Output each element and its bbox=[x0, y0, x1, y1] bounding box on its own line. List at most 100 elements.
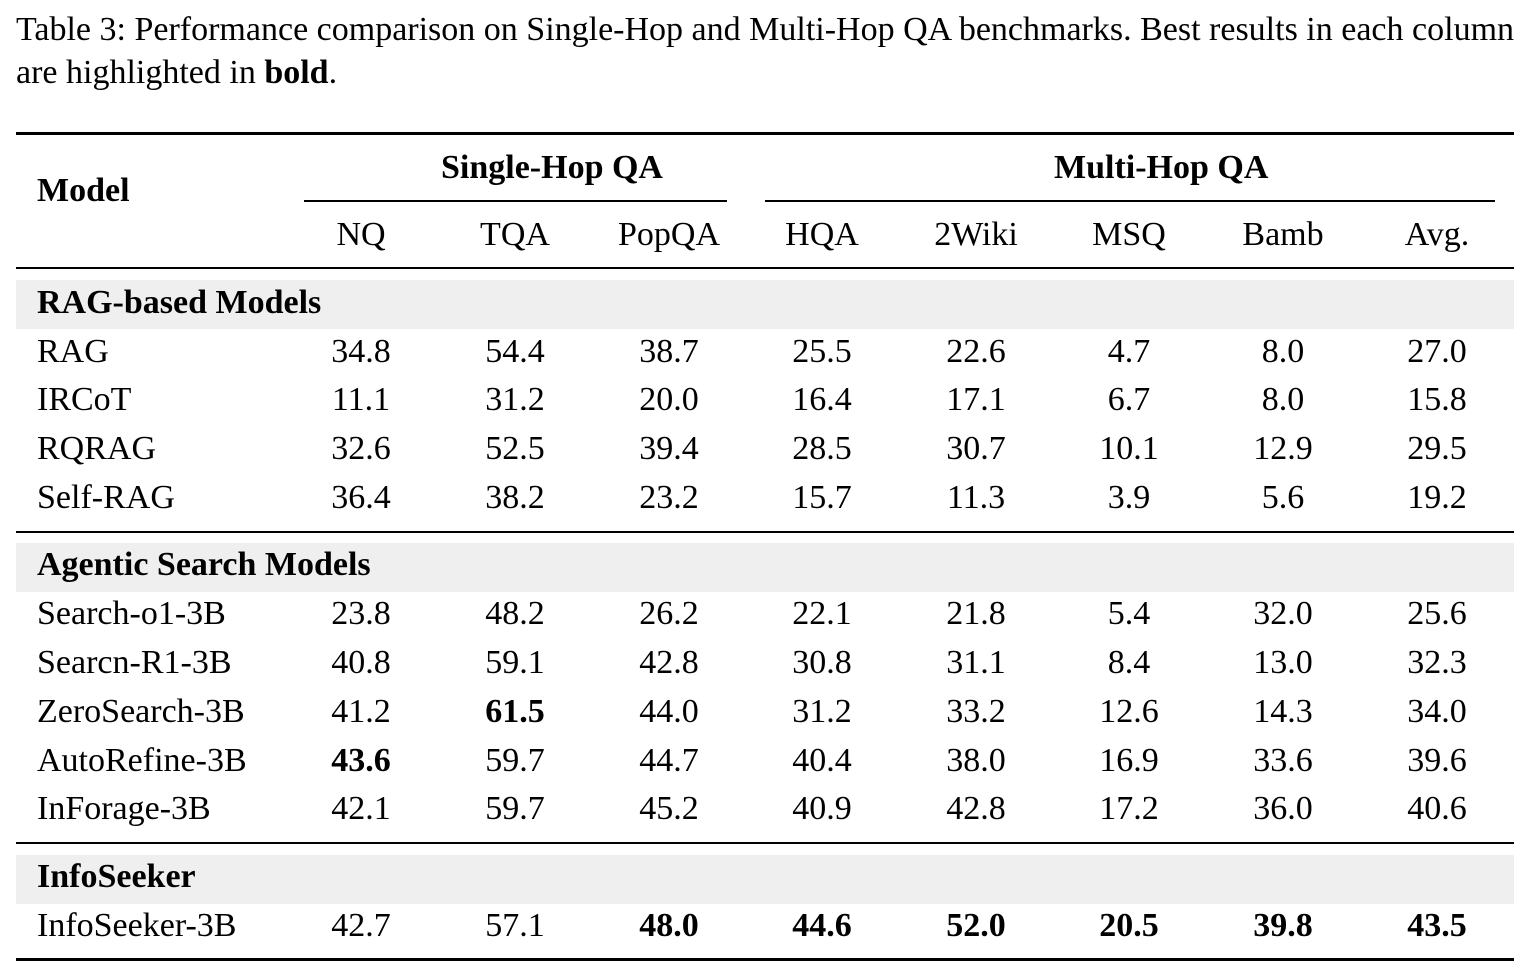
column-header: HQA bbox=[785, 216, 859, 253]
value-cell: 38.2 bbox=[485, 479, 545, 516]
value-cell: 25.5 bbox=[792, 333, 852, 370]
value-cell: 48.2 bbox=[485, 595, 545, 632]
value-cell: 39.4 bbox=[639, 430, 699, 467]
value-cell: 16.9 bbox=[1099, 742, 1159, 779]
value-cell: 25.6 bbox=[1407, 595, 1467, 632]
value-cell: 33.6 bbox=[1253, 742, 1313, 779]
value-cell: 30.8 bbox=[792, 644, 852, 681]
group-separator-rule bbox=[16, 531, 1514, 533]
value-cell: 27.0 bbox=[1407, 333, 1467, 370]
caption-suffix: . bbox=[328, 54, 338, 91]
value-cell: 32.6 bbox=[331, 430, 391, 467]
value-cell: 8.0 bbox=[1261, 381, 1305, 418]
value-cell: 40.8 bbox=[331, 644, 391, 681]
group-title: InfoSeeker bbox=[37, 858, 196, 895]
value-cell: 38.0 bbox=[946, 742, 1006, 779]
multi-hop-header: Multi-Hop QA bbox=[1054, 149, 1269, 186]
value-cell: 40.6 bbox=[1407, 790, 1467, 827]
value-cell: 5.4 bbox=[1107, 595, 1151, 632]
bottom-rule bbox=[16, 958, 1514, 961]
value-cell: 40.4 bbox=[792, 742, 852, 779]
value-cell: 31.1 bbox=[946, 644, 1006, 681]
model-name-cell: InfoSeeker-3B bbox=[37, 907, 237, 944]
value-cell: 52.0 bbox=[946, 907, 1006, 944]
value-cell: 17.2 bbox=[1099, 790, 1159, 827]
value-cell: 39.6 bbox=[1407, 742, 1467, 779]
value-cell: 11.3 bbox=[946, 479, 1006, 516]
value-cell: 59.7 bbox=[485, 742, 545, 779]
column-header: Bamb bbox=[1242, 216, 1324, 253]
value-cell: 20.5 bbox=[1099, 907, 1159, 944]
group-title: Agentic Search Models bbox=[37, 546, 371, 583]
column-header: NQ bbox=[336, 216, 386, 253]
value-cell: 15.7 bbox=[792, 479, 852, 516]
value-cell: 4.7 bbox=[1107, 333, 1151, 370]
header-rule bbox=[16, 267, 1514, 269]
model-name-cell: RQRAG bbox=[37, 430, 157, 467]
value-cell: 12.9 bbox=[1253, 430, 1313, 467]
value-cell: 32.3 bbox=[1407, 644, 1467, 681]
value-cell: 54.4 bbox=[485, 333, 545, 370]
value-cell: 41.2 bbox=[331, 693, 391, 730]
value-cell: 59.7 bbox=[485, 790, 545, 827]
value-cell: 12.6 bbox=[1099, 693, 1159, 730]
model-name-cell: InForage-3B bbox=[37, 790, 211, 827]
value-cell: 42.7 bbox=[331, 907, 391, 944]
value-cell: 28.5 bbox=[792, 430, 852, 467]
value-cell: 32.0 bbox=[1253, 595, 1313, 632]
value-cell: 42.8 bbox=[946, 790, 1006, 827]
caption-bold-word: bold bbox=[264, 54, 329, 91]
model-name-cell: IRCoT bbox=[37, 381, 132, 418]
value-cell: 33.2 bbox=[946, 693, 1006, 730]
column-header: Avg. bbox=[1404, 216, 1470, 253]
value-cell: 44.6 bbox=[792, 907, 852, 944]
value-cell: 22.6 bbox=[946, 333, 1006, 370]
value-cell: 31.2 bbox=[792, 693, 852, 730]
value-cell: 29.5 bbox=[1407, 430, 1467, 467]
value-cell: 19.2 bbox=[1407, 479, 1467, 516]
value-cell: 6.7 bbox=[1107, 381, 1151, 418]
value-cell: 8.4 bbox=[1107, 644, 1151, 681]
column-header: MSQ bbox=[1092, 216, 1166, 253]
value-cell: 30.7 bbox=[946, 430, 1006, 467]
value-cell: 26.2 bbox=[639, 595, 699, 632]
value-cell: 17.1 bbox=[946, 381, 1006, 418]
column-header: PopQA bbox=[617, 216, 721, 253]
group-title: RAG-based Models bbox=[37, 284, 322, 321]
value-cell: 39.8 bbox=[1253, 907, 1313, 944]
value-cell: 43.6 bbox=[331, 742, 391, 779]
column-header: TQA bbox=[480, 216, 550, 253]
value-cell: 36.4 bbox=[331, 479, 391, 516]
value-cell: 11.1 bbox=[331, 381, 391, 418]
value-cell: 8.0 bbox=[1261, 333, 1305, 370]
value-cell: 21.8 bbox=[946, 595, 1006, 632]
value-cell: 22.1 bbox=[792, 595, 852, 632]
value-cell: 34.0 bbox=[1407, 693, 1467, 730]
value-cell: 23.8 bbox=[331, 595, 391, 632]
model-name-cell: RAG bbox=[37, 333, 109, 370]
multi-hop-cmidrule bbox=[765, 200, 1495, 202]
value-cell: 43.5 bbox=[1407, 907, 1467, 944]
value-cell: 44.7 bbox=[639, 742, 699, 779]
group-header-band bbox=[16, 855, 1514, 904]
top-rule bbox=[16, 132, 1514, 135]
value-cell: 57.1 bbox=[485, 907, 545, 944]
value-cell: 42.8 bbox=[639, 644, 699, 681]
value-cell: 34.8 bbox=[331, 333, 391, 370]
value-cell: 61.5 bbox=[485, 693, 545, 730]
value-cell: 44.0 bbox=[639, 693, 699, 730]
value-cell: 48.0 bbox=[639, 907, 699, 944]
value-cell: 38.7 bbox=[639, 333, 699, 370]
value-cell: 13.0 bbox=[1253, 644, 1313, 681]
value-cell: 16.4 bbox=[792, 381, 852, 418]
caption-text: Table 3: Performance comparison on Singl… bbox=[16, 11, 1515, 91]
value-cell: 20.0 bbox=[639, 381, 699, 418]
value-cell: 5.6 bbox=[1261, 479, 1305, 516]
model-name-cell: AutoRefine-3B bbox=[37, 742, 247, 779]
single-hop-header: Single-Hop QA bbox=[441, 149, 663, 186]
model-name-cell: Search-o1-3B bbox=[37, 595, 226, 632]
group-header-band bbox=[16, 280, 1514, 329]
model-name-cell: Self-RAG bbox=[37, 479, 175, 516]
value-cell: 42.1 bbox=[331, 790, 391, 827]
value-cell: 31.2 bbox=[485, 381, 545, 418]
